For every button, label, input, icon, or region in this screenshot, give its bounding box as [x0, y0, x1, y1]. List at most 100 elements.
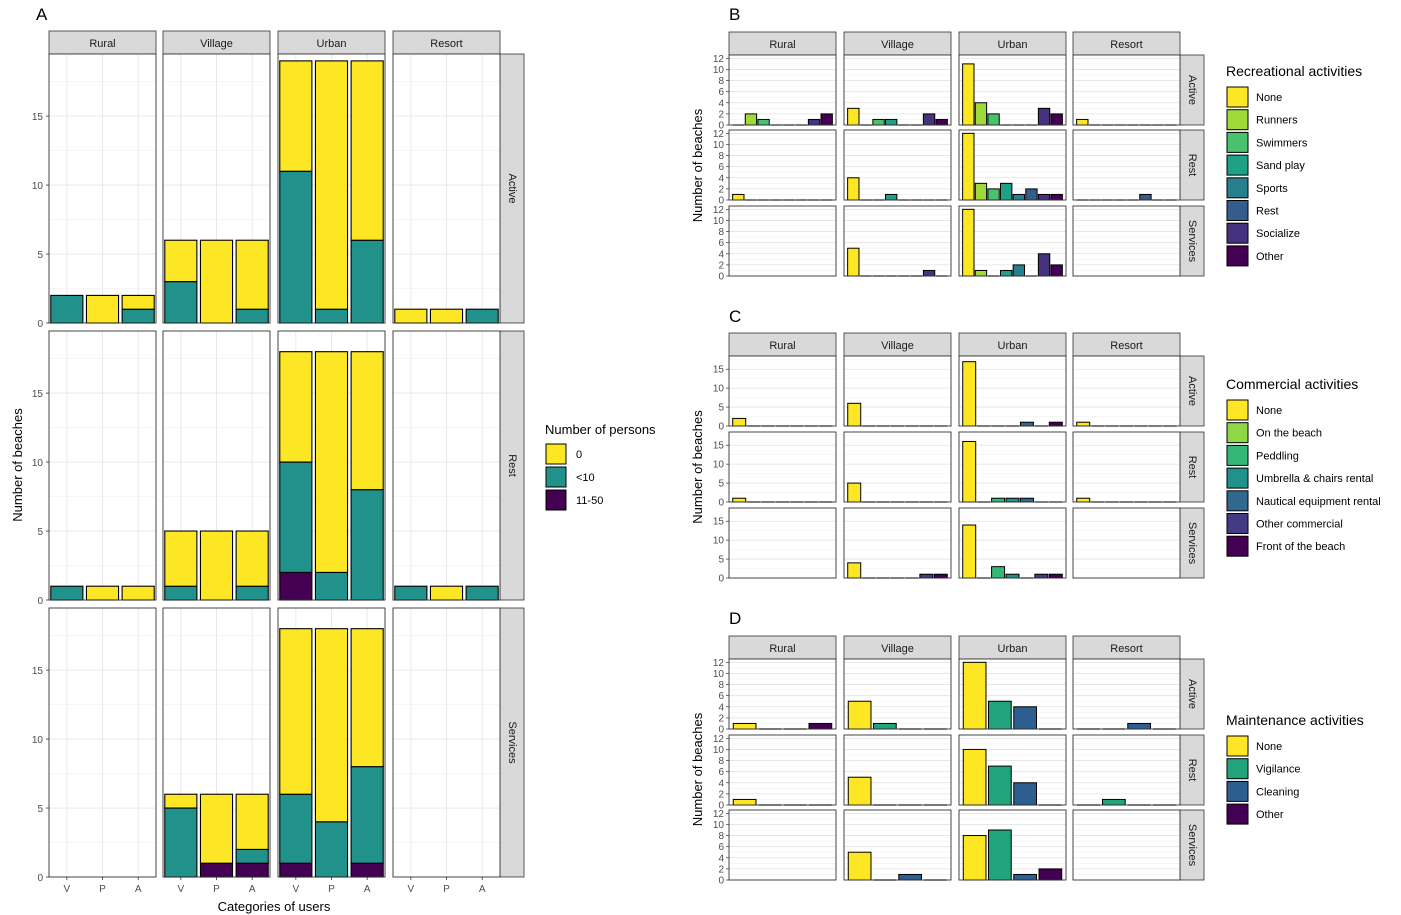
- bar: [1048, 573, 1063, 579]
- legend-swatch-none: [1226, 735, 1249, 757]
- panel-d-facet-rest-village: [843, 734, 952, 806]
- panel-d-facet-services-urban: [958, 809, 1067, 881]
- panel-b-strip-label: Village: [881, 39, 914, 51]
- legend-swatch-rest: [1226, 200, 1249, 221]
- bar: [962, 63, 975, 126]
- y-tick-label: 10: [713, 140, 725, 151]
- panel-a-y-axis-title: Number of beaches: [10, 408, 25, 522]
- bar: [1019, 421, 1034, 427]
- bar-segment: [279, 170, 313, 324]
- legend-swatch-sand-play: [1226, 154, 1249, 176]
- panel-border: [728, 355, 837, 427]
- legend-label: Other: [1256, 809, 1284, 821]
- panel-a-strip-label: Village: [200, 38, 233, 50]
- bar-segment: [350, 60, 384, 241]
- y-tick-label: 10: [713, 384, 725, 395]
- panel-c-strip-label: Rural: [769, 340, 795, 352]
- y-tick-label: 4: [718, 173, 724, 184]
- panel-border: [843, 809, 952, 881]
- bar: [962, 748, 987, 806]
- legend-label: Other: [1256, 251, 1284, 263]
- bar: [962, 440, 977, 503]
- bar-segment: [235, 308, 269, 324]
- bar: [1000, 182, 1013, 201]
- x-tick-label: V: [407, 884, 414, 895]
- panel-border: [728, 507, 837, 579]
- bar: [1005, 573, 1020, 579]
- bar: [898, 873, 922, 881]
- bar: [922, 269, 936, 277]
- y-tick-label: 8: [718, 151, 724, 162]
- bar-segment: [164, 807, 198, 878]
- panel-border: [958, 658, 1067, 730]
- bar: [885, 193, 898, 201]
- panel-border: [277, 53, 386, 324]
- y-tick-label: 15: [32, 389, 44, 400]
- legend-swatch-10: [545, 466, 567, 488]
- y-tick-label: 10: [713, 65, 725, 76]
- legend-swatch-umbrella-chairs-rental: [1226, 467, 1249, 489]
- legend-swatch-on-the-beach: [1226, 422, 1249, 444]
- panel-b-facet-rest-urban: [958, 129, 1067, 201]
- panel-background: [844, 432, 951, 502]
- legend-swatch-0: [545, 443, 567, 465]
- bar: [974, 102, 988, 126]
- bar: [1037, 253, 1051, 277]
- bar-segment: [350, 489, 384, 601]
- bar-segment: [50, 294, 84, 324]
- y-tick-label: 2: [718, 713, 724, 724]
- panel-c-facet-services-urban: [958, 507, 1067, 579]
- bar: [988, 765, 1012, 806]
- panel-d-facet-services-resort: [1072, 809, 1181, 881]
- bar: [962, 208, 975, 277]
- bar: [919, 573, 934, 579]
- panel-background: [844, 130, 951, 200]
- panel-border: [843, 658, 952, 730]
- bar: [933, 573, 948, 579]
- y-tick-label: 15: [713, 517, 725, 528]
- bar: [732, 722, 757, 730]
- bar-segment: [314, 571, 349, 601]
- bar-segment: [350, 862, 384, 878]
- panel-b-row-strip-rest: [1179, 129, 1205, 201]
- panel-background: [844, 508, 951, 578]
- panel-border: [958, 431, 1067, 503]
- panel-border: [1072, 734, 1181, 806]
- bar-segment: [199, 530, 234, 601]
- bar: [962, 132, 975, 201]
- panel-c-facet-services-rural: 0 5 10 15: [713, 507, 837, 585]
- panel-border: [958, 734, 1067, 806]
- bar-segment: [235, 793, 269, 850]
- panel-a-row-strip-label: Active: [506, 174, 518, 204]
- panel-background: [1073, 508, 1180, 578]
- bar: [732, 798, 757, 806]
- panel-d-facet-active-urban: [958, 658, 1067, 730]
- legend-label: Sports: [1256, 183, 1288, 195]
- panel-a-facet-active-urban: [277, 53, 386, 324]
- panel-d-strip-label: Urban: [998, 643, 1028, 655]
- y-tick-label: 0: [718, 121, 724, 132]
- y-tick-label: 4: [718, 702, 724, 713]
- panel-d-row-strip-rest: [1179, 734, 1205, 806]
- y-tick-label: 2: [718, 260, 724, 271]
- panel-background: [729, 130, 836, 200]
- panel-border: [843, 205, 952, 277]
- bar-segment: [199, 239, 234, 324]
- y-tick-label: 5: [718, 479, 724, 490]
- panel-border: [843, 734, 952, 806]
- panel-c-facet-rest-rural: 0 5 10 15: [713, 431, 837, 509]
- y-tick-label: 15: [32, 666, 44, 677]
- y-tick-label: 12: [713, 658, 725, 669]
- bar-segment: [314, 308, 349, 324]
- bar: [820, 113, 833, 126]
- bar-segment: [465, 585, 499, 601]
- legend-label: <10: [576, 472, 595, 484]
- bar-segment: [279, 628, 313, 795]
- panel-b-facet-active-resort: [1072, 54, 1181, 126]
- panel-c-facet-services-resort: [1072, 507, 1181, 579]
- bar: [962, 361, 977, 427]
- panel-border: [1072, 129, 1181, 201]
- panel-background: [1073, 206, 1180, 276]
- legend-swatch-sports: [1226, 177, 1249, 199]
